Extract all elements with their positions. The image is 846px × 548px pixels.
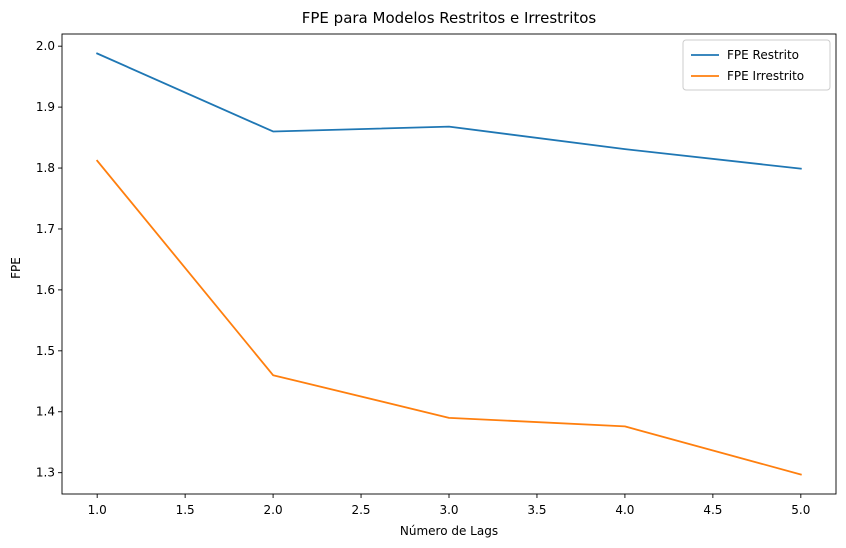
x-tick-label: 4.0 <box>615 503 634 517</box>
x-tick-label: 1.0 <box>88 503 107 517</box>
series-line-1 <box>95 52 802 170</box>
y-tick-label: 1.7 <box>36 222 55 236</box>
y-tick-label: 1.8 <box>36 161 55 175</box>
series-line-2 <box>95 159 802 476</box>
plot-area: 1.0 1.5 2.0 2.5 3.0 3.5 4.0 4.5 5.0 1.3 1.4 1.5 1.6 1… <box>36 33 837 517</box>
chart-title: FPE para Modelos Restritos e Irrestritos <box>302 9 597 27</box>
legend-label-2: FPE Irrestrito <box>727 69 804 83</box>
plot-frame <box>61 33 837 495</box>
y-tick-label: 1.4 <box>36 405 55 419</box>
y-tick-label: 1.9 <box>36 100 55 114</box>
x-axis-label: Número de Lags <box>400 524 498 538</box>
y-tick-label: 1.5 <box>36 344 55 358</box>
y-tick-label: 2.0 <box>36 39 55 53</box>
x-tick-label: 4.5 <box>703 503 722 517</box>
legend: FPE Restrito FPE Irrestrito <box>682 39 831 91</box>
legend-box <box>682 39 831 91</box>
x-tick-label: 2.5 <box>351 503 370 517</box>
y-tick-label: 1.3 <box>36 466 55 480</box>
x-tick-label: 5.0 <box>791 503 810 517</box>
x-tick-label: 1.5 <box>176 503 195 517</box>
x-tick-label: 3.0 <box>439 503 458 517</box>
y-axis-label: FPE <box>9 257 23 279</box>
x-tick-label: 2.0 <box>264 503 283 517</box>
x-tick-label: 3.5 <box>527 503 546 517</box>
legend-label-1: FPE Restrito <box>727 48 799 62</box>
y-tick-label: 1.6 <box>36 283 55 297</box>
